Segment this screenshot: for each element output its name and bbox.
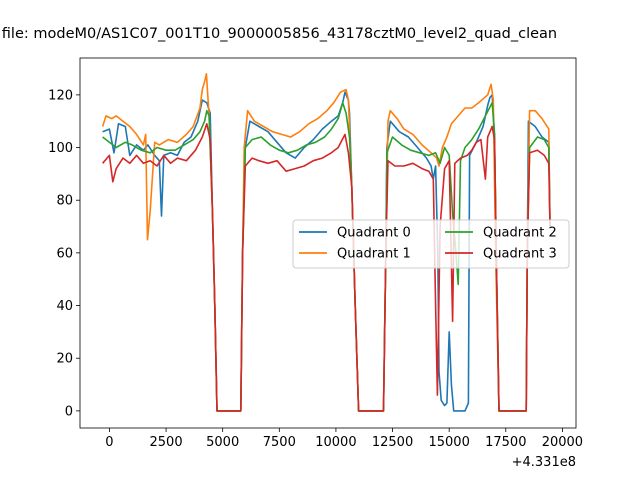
y-tick-label: 0 [65,404,73,419]
series-line-quadrant-1 [101,73,551,412]
legend-frame [292,219,570,269]
x-tick-label: 5000 [206,435,239,450]
x-axis: 0 2500 5000 7500 10000 12500 15000 17500 20000 [105,428,583,450]
x-tick-label: 0 [105,435,113,450]
y-tick-label: 100 [48,141,73,156]
y-tick-label: 120 [48,88,73,103]
legend: Quadrant 0 Quadrant 1 Quadrant 2 Quadrant 3 [292,219,570,269]
plot-frame [79,57,577,429]
y-axis: 0 20 40 60 80 100 120 [48,88,80,419]
legend-label-quadrant-2: Quadrant 2 [483,226,557,241]
x-tick-label: 17500 [485,435,526,450]
legend-label-quadrant-1: Quadrant 1 [337,247,411,262]
series-layer [101,73,551,412]
x-tick-label: 7500 [263,435,296,450]
chart-title: n file: modeM0/AS1C07_001T10_9000005856_… [0,26,557,42]
series-line-quadrant-2 [102,102,551,412]
y-tick-label: 20 [56,352,73,367]
x-tick-label: 2500 [150,435,183,450]
x-tick-label: 12500 [372,435,413,450]
y-tick-label: 40 [56,299,73,314]
x-tick-label: 20000 [542,435,583,450]
y-tick-label: 60 [56,246,73,261]
legend-label-quadrant-3: Quadrant 3 [483,247,557,262]
series-line-quadrant-3 [101,123,551,412]
x-tick-label: 10000 [315,435,356,450]
legend-label-quadrant-0: Quadrant 0 [337,226,411,241]
x-axis-offset-label: +4.331e8 [512,455,576,470]
x-tick-label: 15000 [428,435,469,450]
y-tick-label: 80 [56,194,73,209]
